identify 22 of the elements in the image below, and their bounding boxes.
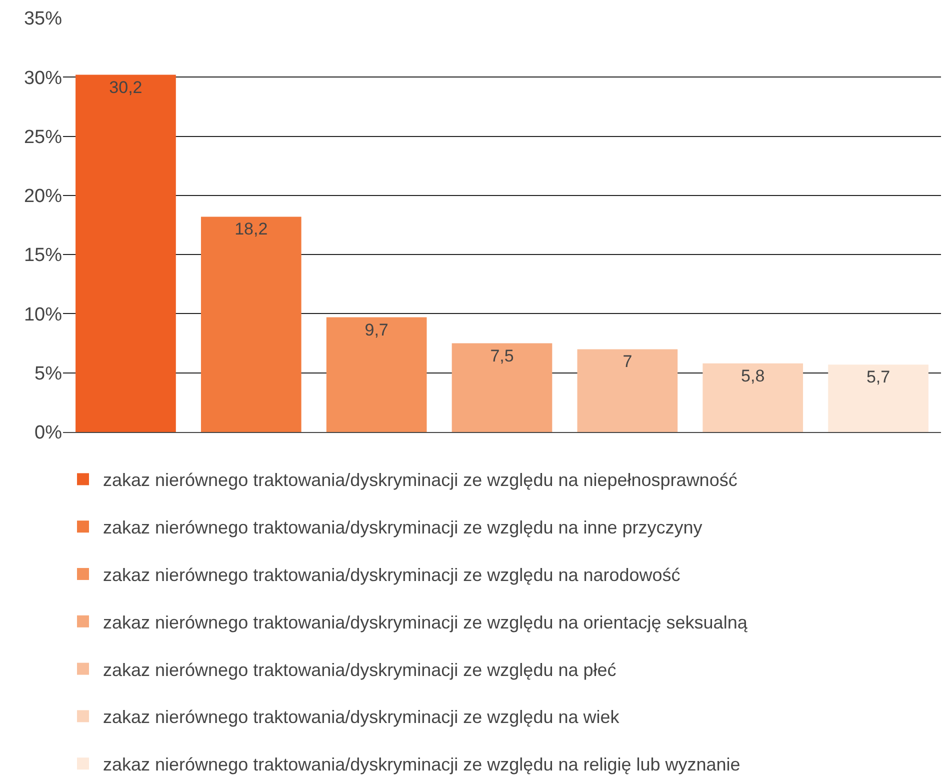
legend-label: zakaz nierównego traktowania/dyskryminacji ze względu na wiek	[103, 707, 620, 728]
y-tick-label: 20%	[24, 186, 62, 208]
legend-label: zakaz nierównego traktowania/dyskryminacji ze względu na religię lub wyznanie	[103, 754, 740, 775]
y-tick-label: 5%	[34, 364, 62, 385]
y-tick-label: 0%	[34, 422, 62, 444]
y-tick-label: 30%	[24, 68, 62, 89]
y-tick-label: 25%	[24, 126, 62, 148]
data-label: 7	[622, 352, 632, 372]
y-tick-label: 15%	[24, 245, 62, 266]
data-label: 7,5	[490, 346, 514, 366]
y-tick-label: 10%	[24, 304, 62, 326]
data-label: 30,2	[109, 78, 142, 97]
legend-label: zakaz nierównego traktowania/dyskryminacji ze względu na płeć	[103, 660, 616, 680]
data-label: 5,7	[866, 368, 890, 387]
data-label: 5,8	[741, 366, 765, 386]
legend-label: zakaz nierównego traktowania/dyskryminacji ze względu na orientację seksualną	[103, 612, 748, 632]
legend-label: zakaz nierównego traktowania/dyskryminacji ze względu na inne przyczyny	[103, 518, 702, 538]
legend-label: zakaz nierównego traktowania/dyskryminacji ze względu na niepełnosprawność	[103, 470, 738, 490]
legend-label: zakaz nierównego traktowania/dyskryminacji ze względu na narodowość	[103, 565, 680, 585]
data-label: 9,7	[364, 320, 388, 340]
y-tick-label: 35%	[24, 8, 62, 30]
data-label: 18,2	[234, 220, 268, 239]
